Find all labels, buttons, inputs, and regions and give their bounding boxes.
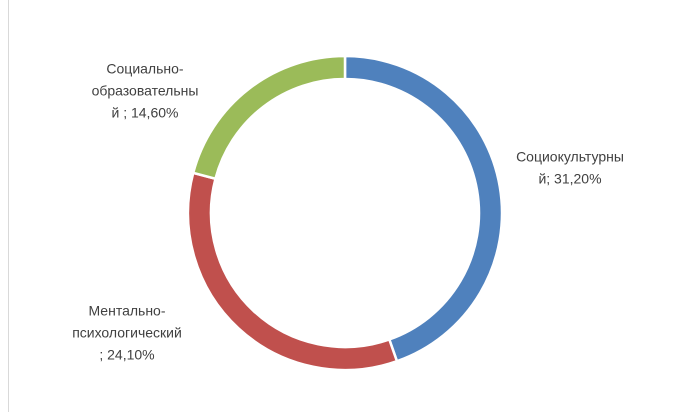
data-label: Ментально- (88, 303, 165, 319)
donut-slice (191, 54, 347, 181)
data-label: Социально- (106, 61, 184, 77)
data-label: Социокультурны (516, 149, 624, 165)
data-label: ; 24,10% (99, 347, 154, 363)
data-label: й ; 14,60% (112, 105, 179, 121)
data-label: й; 31,20% (538, 171, 601, 187)
donut-slice (186, 171, 399, 372)
donut-slice (343, 54, 504, 363)
data-label: психологический (72, 325, 182, 341)
data-label: образовательны (92, 83, 199, 99)
